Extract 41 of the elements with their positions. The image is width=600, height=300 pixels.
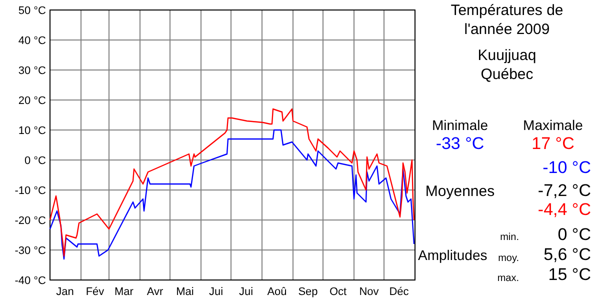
text: min. <box>500 232 519 243</box>
text: Maximale <box>523 117 584 133</box>
y-tick-label: -10 °C <box>14 185 46 197</box>
x-tick-label: Mar <box>114 286 134 298</box>
text: Kuujjuaq Québec <box>478 47 536 83</box>
text: Températures de l'année 2009 <box>450 2 564 38</box>
x-tick-label: Jui <box>238 286 254 298</box>
x-tick-label: Oct <box>329 286 347 298</box>
x-tick-label: Nov <box>359 286 380 298</box>
text: 5,6 °C <box>544 245 591 264</box>
text: -7,2 °C <box>538 181 591 200</box>
x-tick-label: Fév <box>86 286 105 298</box>
line-series <box>49 129 415 260</box>
text: 0 °C <box>558 225 591 244</box>
y-tick-label: -20 °C <box>14 215 46 227</box>
text: Amplitudes <box>418 247 488 263</box>
x-tick-label: Déc <box>389 286 410 298</box>
y-tick-label: 10 °C <box>18 125 46 137</box>
text: 17 °C <box>532 134 574 153</box>
text: 15 °C <box>548 265 591 284</box>
text: Minimale <box>432 117 488 133</box>
y-tick-label: -40 °C <box>14 275 46 287</box>
x-tick-label: Mai <box>176 286 194 298</box>
x-tick-label: Aoû <box>267 286 287 298</box>
y-tick-label: 50 °C <box>18 5 46 17</box>
line-series <box>49 108 415 257</box>
y-tick-label: 20 °C <box>18 95 46 107</box>
x-tick-label: Jui <box>208 286 224 298</box>
x-tick-label: Avr <box>146 286 164 298</box>
text: -33 °C <box>436 134 484 153</box>
text: max. <box>497 273 519 284</box>
y-tick-label: -30 °C <box>14 245 46 257</box>
x-tick-label: Sep <box>298 286 318 298</box>
text: Moyennes <box>425 183 495 200</box>
y-tick-label: 40 °C <box>18 35 46 47</box>
text: -4,4 °C <box>538 200 591 219</box>
text: moy. <box>498 253 519 264</box>
y-tick-label: 30 °C <box>18 65 46 77</box>
x-tick-label: Jan <box>56 286 74 298</box>
text: -10 °C <box>542 158 591 177</box>
y-tick-label: 0 °C <box>24 155 46 167</box>
